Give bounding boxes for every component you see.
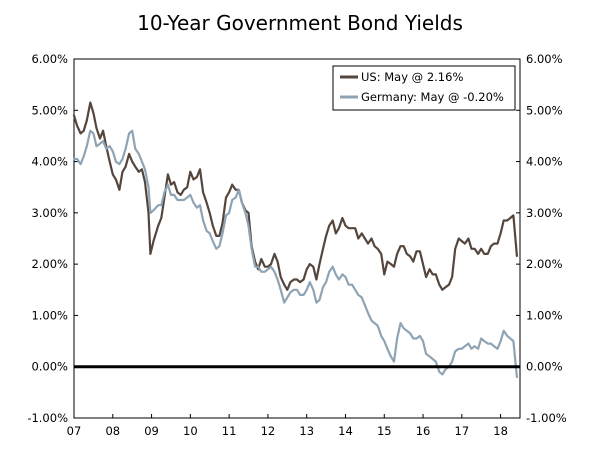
x-tick-label: 10 (183, 424, 198, 438)
y-tick-label-right: 1.00% (526, 308, 563, 322)
series-layer (72, 101, 519, 379)
x-tick-label: 13 (299, 424, 314, 438)
legend-label-us: US: May @ 2.16% (361, 70, 463, 84)
series-line-germany (72, 129, 519, 379)
x-tick-label: 11 (222, 424, 237, 438)
x-tick-label: 14 (338, 424, 353, 438)
x-tick-label: 12 (261, 424, 276, 438)
y-tick-label-left: 5.00% (31, 103, 68, 117)
series-line-us (72, 101, 519, 291)
y-tick-label-left: 2.00% (31, 257, 68, 271)
y-tick-label-right: 3.00% (526, 206, 563, 220)
y-tick-label-left: 0.00% (31, 360, 68, 374)
y-tick-label-left: 6.00% (31, 52, 68, 66)
y-tick-label-right: 5.00% (526, 103, 563, 117)
y-tick-label-right: 6.00% (526, 52, 563, 66)
y-tick-label-right: -1.00% (526, 411, 567, 425)
legend-box (332, 65, 516, 111)
y-tick-label-right: 2.00% (526, 257, 563, 271)
legend-label-germany: Germany: May @ -0.20% (361, 90, 504, 104)
y-axis-left: 6.00% 5.00% 4.00% 3.00% 2.00% 1.00% 0.00% -1.00… (27, 52, 78, 425)
plot-frame (73, 58, 521, 419)
legend: US: May @ 2.16% Germany: May @ -0.20% (332, 65, 516, 111)
x-tick-label: 17 (455, 424, 470, 438)
y-tick-label-right: 0.00% (526, 360, 563, 374)
x-axis: 07 08 09 10 11 12 13 14 15 16 17 18 (67, 414, 508, 438)
x-tick-label: 15 (377, 424, 392, 438)
y-tick-label-left: 1.00% (31, 308, 68, 322)
x-tick-label: 18 (493, 424, 508, 438)
y-tick-label-left: 3.00% (31, 206, 68, 220)
x-tick-label: 07 (67, 424, 82, 438)
y-axis-right: 6.00% 5.00% 4.00% 3.00% 2.00% 1.00% 0.00% -1.00… (516, 52, 567, 425)
x-tick-label: 09 (144, 424, 159, 438)
x-tick-label: 16 (416, 424, 431, 438)
chart-title: 10-Year Government Bond Yields (137, 11, 463, 35)
y-tick-label-left: 4.00% (31, 155, 68, 169)
x-tick-label: 08 (105, 424, 120, 438)
y-tick-label-right: 4.00% (526, 155, 563, 169)
y-tick-label-left: -1.00% (27, 411, 68, 425)
